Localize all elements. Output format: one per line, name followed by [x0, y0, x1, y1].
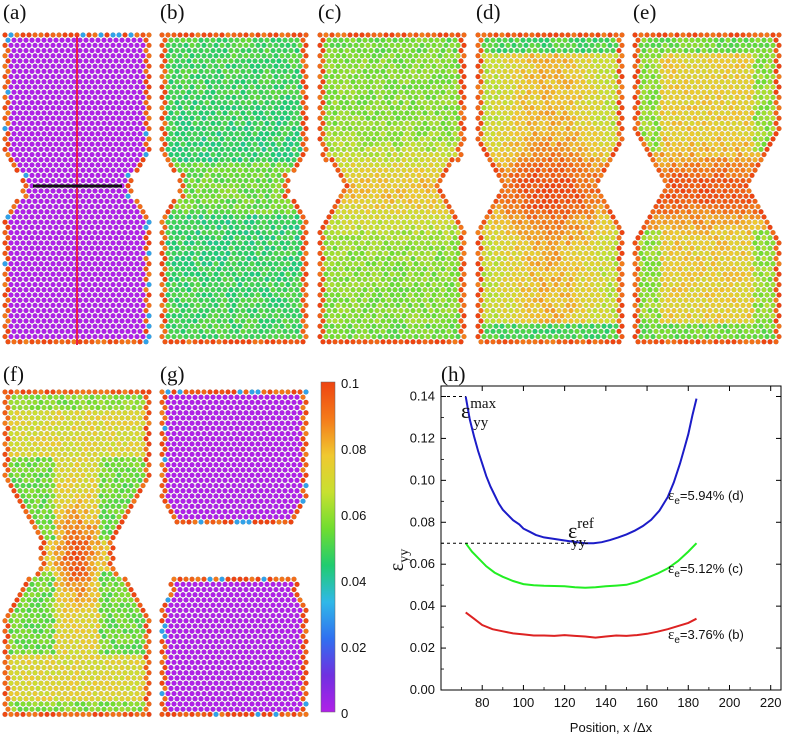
panel-label-d: (d): [476, 0, 501, 24]
lattice-panel-e: [632, 32, 782, 345]
y-tick-label: 0.12: [410, 430, 435, 445]
x-tick-label: 160: [636, 695, 658, 710]
lattice-panel-b: [159, 32, 309, 345]
x-axis-label: Position, x /Δx: [570, 720, 653, 735]
panel-label-a: (a): [3, 0, 26, 24]
colorbar-tick-0: 0.1: [341, 376, 359, 391]
chart-lines: [464, 396, 698, 639]
x-tick-label: 200: [719, 695, 741, 710]
panel-label-c: (c): [318, 0, 341, 24]
colorbar: 0.1 0.08 0.06 0.04 0.02 0: [320, 376, 366, 721]
eps-max-label: εmax yy: [461, 396, 497, 431]
x-tick-label: 120: [554, 695, 576, 710]
y-tick-label: 0.10: [410, 472, 435, 487]
strain-chart: 80 100 120 140 160 180 200 220 0.00 0.02 0.04 0.06 0…: [386, 385, 782, 735]
chart-annotations: εmax yy εref yy εe=5.94% (d) εe=5.12% (c) εe=3…: [441, 395, 744, 646]
series-label-1: εe=5.12% (c): [668, 561, 743, 580]
panel-label-g: (g): [160, 362, 185, 386]
lattice-panel-a: [2, 32, 152, 345]
y-tick-label: 0.00: [410, 682, 435, 697]
x-tick-label: 100: [513, 695, 535, 710]
series-line-2: [465, 611, 697, 639]
y-axis-label: εyy: [386, 549, 412, 571]
colorbar-tick-1: 0.08: [341, 442, 366, 457]
lattice-panel-f: [2, 389, 152, 718]
chart-frame: [440, 385, 782, 691]
panel-label-e: (e): [633, 0, 656, 24]
colorbar-tick-5: 0: [341, 706, 348, 721]
x-tick-label: 180: [677, 695, 699, 710]
y-tick-label: 0.04: [410, 598, 435, 613]
colorbar-tick-2: 0.06: [341, 508, 366, 523]
lattice-panel-g: [159, 389, 309, 718]
y-tick-label: 0.14: [410, 388, 435, 403]
series-line-1: [464, 542, 698, 589]
colorbar-bar: [320, 381, 336, 713]
panel-label-h: (h): [441, 362, 466, 386]
series-label-2: εe=3.76% (b): [668, 627, 744, 646]
panel-label-b: (b): [160, 0, 185, 24]
series-line-0: [464, 396, 698, 545]
x-tick-label: 80: [475, 695, 489, 710]
eps-ref-label: εref yy: [568, 516, 594, 551]
colorbar-tick-4: 0.02: [341, 640, 366, 655]
y-tick-label: 0.08: [410, 514, 435, 529]
panel-label-f: (f): [3, 362, 24, 386]
chart-ticks: 80 100 120 140 160 180 200 220 0.00 0.02 0.04 0.06 0…: [410, 386, 782, 710]
lattice-panel-c: [317, 32, 467, 345]
x-tick-label: 140: [595, 695, 617, 710]
lattice-panel-d: [475, 32, 625, 345]
colorbar-tick-3: 0.04: [341, 574, 366, 589]
y-tick-label: 0.02: [410, 640, 435, 655]
series-label-0: εe=5.94% (d): [668, 488, 744, 507]
x-tick-label: 220: [760, 695, 782, 710]
y-tick-label: 0.06: [410, 556, 435, 571]
